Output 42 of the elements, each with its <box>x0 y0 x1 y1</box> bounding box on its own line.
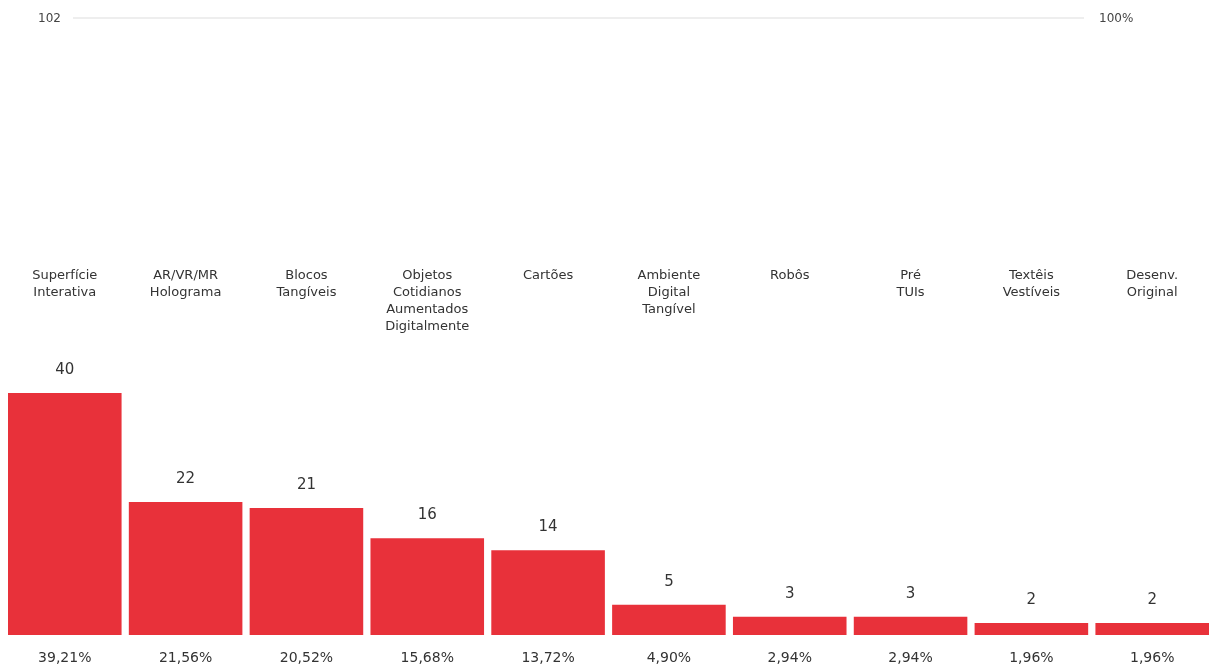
bar <box>370 538 485 635</box>
annotation: 1,96% <box>1129 649 1175 664</box>
annotation: 21,56% <box>158 649 213 664</box>
data-label: 40 <box>55 360 75 379</box>
x-tick-label: Textêis Vestíveis <box>1002 266 1061 299</box>
annotation: 2,94% <box>767 649 812 664</box>
annotation: 1,96% <box>1009 649 1054 664</box>
bar <box>8 393 122 635</box>
x-tick-label: Superfície Interativa <box>32 266 98 299</box>
x-tick-label: Robôs <box>770 266 810 282</box>
data-label: 5 <box>664 571 674 590</box>
x-tick-label: AR/VR/MR Holograma <box>149 266 222 299</box>
data-label: 3 <box>784 583 795 602</box>
data-label: 2 <box>1147 589 1157 608</box>
bar <box>853 616 968 635</box>
x-tick-label: Ambiente Digital Tangível <box>637 266 701 316</box>
x-tick-label: Desenv. Original <box>1126 266 1179 299</box>
data-label: 14 <box>538 517 558 536</box>
data-label: 3 <box>905 583 916 602</box>
annotation: 39,21% <box>38 649 92 664</box>
data-label: 16 <box>417 505 437 524</box>
data-label: 2 <box>1026 589 1037 608</box>
ref-line-label: 102 <box>38 11 61 25</box>
annotation: 100% <box>1099 11 1134 25</box>
bar <box>128 501 243 635</box>
annotation: 4,90% <box>646 649 692 664</box>
x-tick-label: Blocos Tangíveis <box>275 266 337 299</box>
annotation: 20,52% <box>279 649 334 664</box>
bar <box>974 622 1089 635</box>
x-tick-label: Objetos Cotidianos Aumentados Digitalmente <box>385 266 470 333</box>
data-label: 22 <box>176 468 196 487</box>
bar <box>1095 622 1209 635</box>
bar <box>491 550 605 635</box>
x-tick-label: Cartões <box>522 266 574 282</box>
annotation: 2,94% <box>888 649 933 664</box>
bar <box>612 604 726 635</box>
annotation: 13,72% <box>521 649 575 664</box>
data-label: 21 <box>296 474 316 493</box>
bar <box>732 616 847 635</box>
bar <box>249 507 364 635</box>
annotation: 15,68% <box>400 649 454 664</box>
x-tick-label: Pré TUIs <box>895 266 925 299</box>
